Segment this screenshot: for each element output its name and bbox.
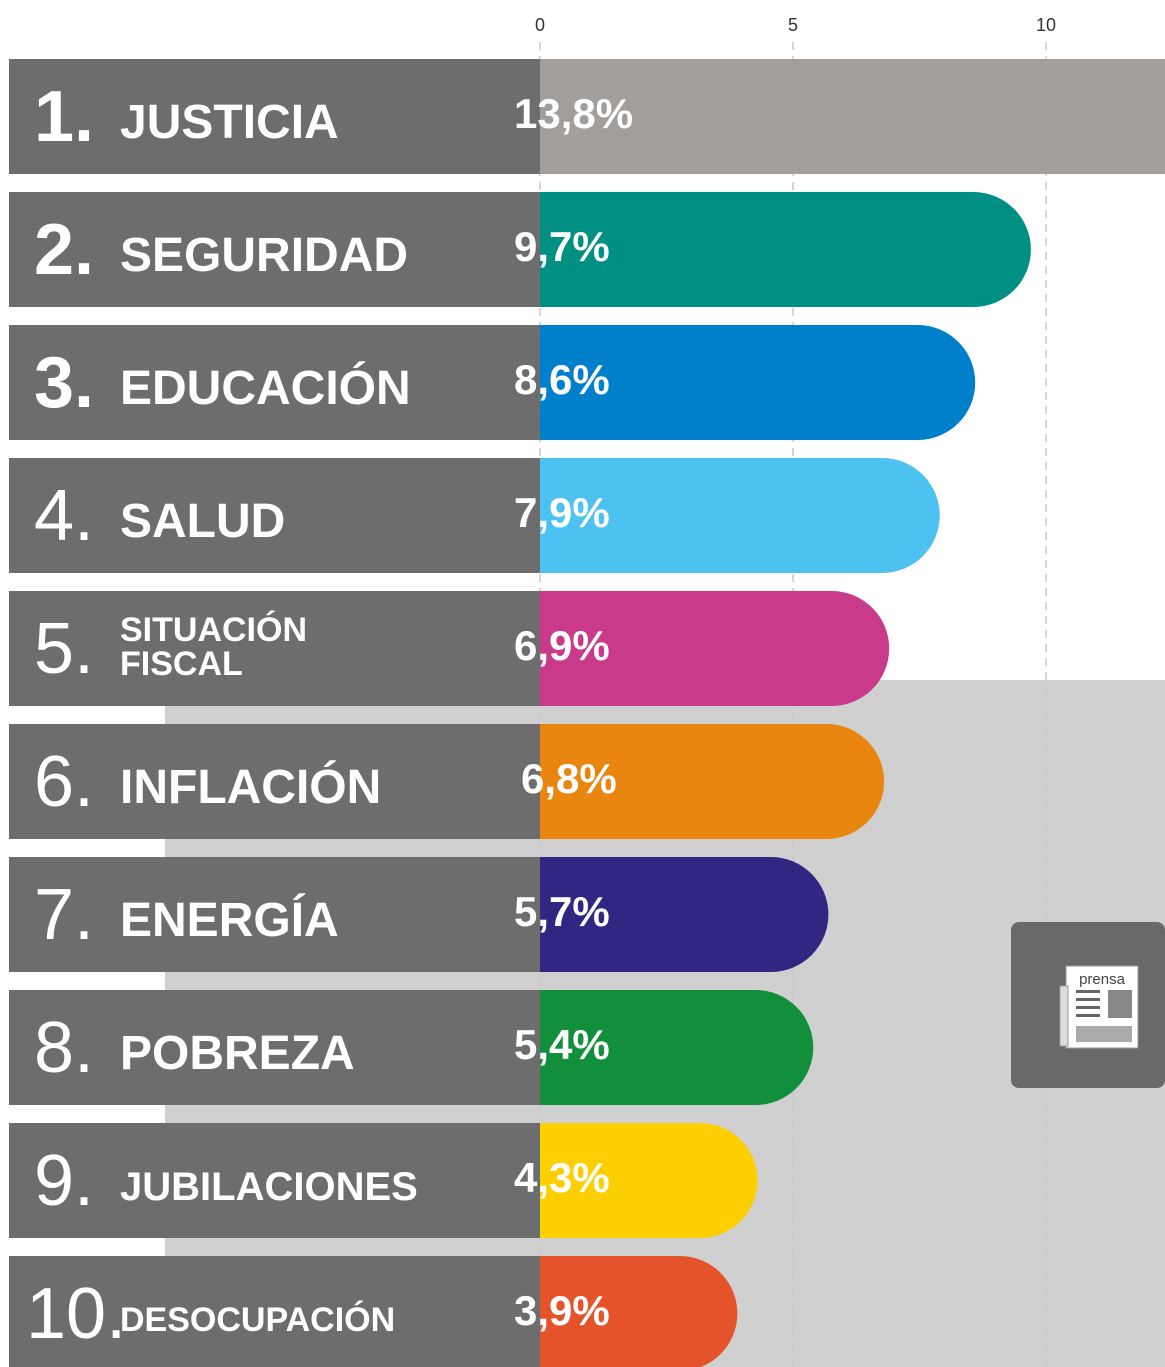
category-label: SALUD	[120, 494, 286, 548]
row-panel	[9, 857, 540, 972]
x-tick-label: 10	[1036, 15, 1057, 35]
value-label: 5,4%	[514, 1020, 610, 1068]
row-panel	[9, 724, 540, 839]
row-panel	[9, 990, 540, 1105]
value-label: 9,7%	[514, 222, 610, 270]
bar	[540, 458, 940, 573]
category-label: SEGURIDAD	[120, 228, 409, 282]
rank-label: 1.	[34, 76, 95, 157]
category-label: EDUCACIÓN	[120, 361, 411, 415]
logo-icon: prensa	[1059, 965, 1139, 1049]
x-tick-label: 5	[788, 15, 799, 35]
row-panel	[9, 591, 540, 706]
category-label: POBREZA	[120, 1026, 355, 1080]
value-label: 8,6%	[514, 355, 610, 403]
category-label: JUBILACIONES	[120, 1164, 418, 1209]
bar	[540, 59, 1165, 174]
bar	[540, 724, 885, 839]
bar	[540, 1256, 738, 1367]
x-tick-label: 0	[534, 15, 546, 35]
rank-label: 8.	[34, 1007, 95, 1088]
value-label: 5,7%	[514, 887, 610, 935]
value-label: 3,9%	[514, 1286, 610, 1334]
category-label: INFLACIÓN	[120, 760, 382, 814]
rank-label: 5.	[34, 608, 95, 689]
bar	[540, 990, 814, 1105]
value-label: 6,9%	[514, 621, 610, 669]
logo-text: prensa	[1079, 971, 1126, 988]
rank-label: 3.	[34, 342, 95, 423]
category-label: SITUACIÓN FISCAL	[120, 610, 307, 683]
row-panel	[9, 1256, 540, 1367]
category-label: DESOCUPACIÓN	[120, 1300, 396, 1339]
row-panel	[9, 59, 540, 174]
value-label: 6,8%	[521, 754, 617, 802]
value-label: 4,3%	[514, 1153, 610, 1201]
category-label: ENERGÍA	[120, 893, 339, 947]
row-panel	[9, 325, 540, 440]
bar	[540, 591, 890, 706]
value-label: 7,9%	[514, 488, 610, 536]
rank-label: 9.	[34, 1140, 95, 1221]
row-panel	[9, 192, 540, 307]
rank-label: 4.	[34, 475, 95, 556]
row-panel	[9, 1123, 540, 1238]
bar	[540, 1123, 758, 1238]
rank-label: 6.	[34, 741, 95, 822]
bar	[540, 192, 1031, 307]
bar	[540, 325, 976, 440]
bar	[540, 857, 829, 972]
rank-label: 10.	[26, 1273, 127, 1354]
rank-label: 2.	[34, 209, 95, 290]
rank-label: 7.	[34, 874, 95, 955]
category-label: JUSTICIA	[120, 95, 339, 149]
value-label: 13,8%	[514, 89, 634, 137]
row-panel	[9, 458, 540, 573]
